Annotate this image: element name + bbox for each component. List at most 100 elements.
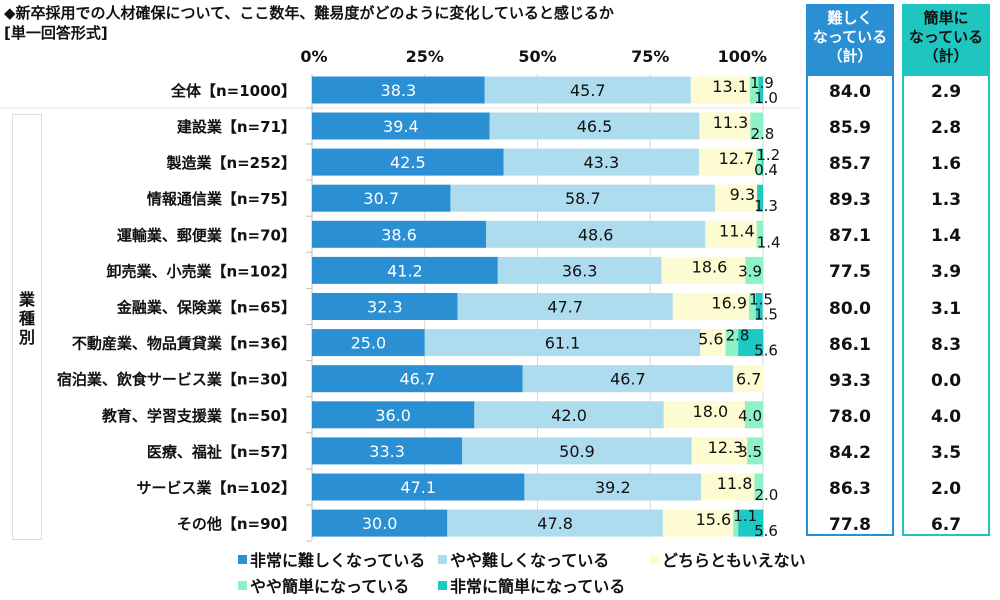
summary-header-hard: 難しく なっている （計）	[808, 6, 892, 76]
data-label-s1: 42.5	[390, 153, 426, 172]
stacked-bar-chart: 0% 25% 50% 75% 100% 全体【n=1000】 38.3 45.7 13.1 1.9…	[0, 47, 800, 542]
data-label-s3: 12.3	[708, 438, 744, 457]
category-label: 製造業【n=252】	[165, 154, 296, 172]
data-label-s3: 11.4	[719, 221, 755, 240]
summary-easy-value: 2.9	[930, 82, 962, 102]
bar-segment-1	[312, 256, 498, 284]
legend-item-very-easy: 非常に簡単になっている	[438, 573, 625, 597]
bar-segment-3	[691, 437, 748, 465]
summary-hard-value: 89.3	[829, 190, 871, 211]
bar-segment-1	[312, 220, 487, 248]
summary-easy-value: 8.3	[930, 334, 962, 355]
bar-segment-2	[474, 401, 664, 429]
bar-segment-3	[705, 220, 757, 248]
data-label-s3: 18.0	[693, 402, 729, 421]
bar-segment-4	[750, 112, 763, 140]
legend-label-somewhat-hard: やや難しくなっている	[450, 551, 610, 570]
category-label: 建設業【n=71】	[177, 118, 296, 136]
bar-segment-2	[524, 473, 702, 501]
summary-easy-value: 4.0	[930, 406, 962, 427]
tick-label-75: 75%	[631, 47, 669, 66]
data-label-s1: 33.3	[369, 442, 405, 461]
data-label-s3: 12.7	[719, 149, 755, 168]
data-label-s4: 1.9	[750, 74, 774, 92]
data-label-s1: 36.0	[375, 406, 411, 425]
summary-header-hard-line2: なっている	[812, 28, 888, 46]
bar-segment-1	[312, 365, 523, 393]
data-label-s4: 1.2	[756, 146, 780, 164]
bar-segment-3	[733, 365, 764, 393]
category-label: 医療、福祉【n=57】	[147, 443, 296, 461]
bar-segment-1	[312, 509, 448, 537]
data-label-s1: 30.0	[362, 514, 398, 533]
bar-segment-5	[761, 148, 764, 176]
bar-segment-3	[699, 112, 751, 140]
category-label: 金融業、保険業【n=65】	[116, 299, 296, 317]
data-label-s3: 11.3	[713, 113, 749, 132]
legend-item-very-hard: 非常に難しくなっている	[238, 547, 425, 571]
summary-header-easy-line3: （計）	[923, 47, 969, 65]
bar-segment-4	[744, 401, 763, 429]
data-label-s3: 18.6	[692, 257, 728, 276]
data-label-s4: 3.9	[738, 262, 762, 280]
category-label: サービス業【n=102】	[136, 479, 296, 497]
bar-segment-2	[497, 256, 662, 284]
bar-segment-4	[733, 509, 739, 537]
summary-easy-value: 2.0	[930, 479, 962, 499]
category-label: 教育、学習支援業【n=50】	[101, 407, 296, 425]
bar-segment-1	[312, 329, 425, 357]
bar-segment-5	[738, 329, 764, 357]
summary-easy-value: 2.8	[930, 118, 962, 138]
bar-segment-4	[749, 293, 756, 320]
bar-segment-3	[663, 401, 745, 429]
legend-label-very-easy: 非常に簡単になっている	[450, 577, 626, 596]
summary-header-easy: 簡単に なっている （計）	[904, 6, 988, 76]
data-label-s2: 61.1	[545, 334, 581, 353]
data-label-s4: 4.0	[738, 407, 762, 425]
bar-segment-4	[749, 76, 759, 104]
data-label-s1: 38.6	[381, 225, 417, 244]
data-label-s1: 39.4	[383, 117, 419, 136]
data-label-s2: 46.5	[577, 117, 613, 136]
bar-segment-5	[757, 184, 763, 212]
data-label-s2: 42.0	[551, 406, 587, 425]
bar-segment-3	[690, 76, 750, 104]
legend-swatch-very-easy	[438, 580, 447, 590]
legend-item-somewhat-hard: やや難しくなっている	[438, 547, 609, 571]
bar-segment-4	[725, 329, 739, 357]
bar-segment-3	[715, 184, 758, 212]
data-label-s1: 25.0	[351, 334, 387, 353]
summary-header-easy-line2: なっている	[908, 28, 984, 46]
group-label: 業種別	[12, 290, 42, 347]
data-label-s5: 0.4	[754, 161, 778, 179]
chart-subtitle: [単一回答形式]	[4, 24, 108, 42]
data-label-s1: 41.2	[387, 261, 423, 280]
summary-hard-value: 85.7	[829, 154, 871, 175]
bar-segment-5	[738, 509, 764, 537]
bar-segment-4	[747, 437, 763, 465]
tick-label-100: 100%	[718, 47, 767, 66]
data-label-s1: 38.3	[381, 81, 417, 100]
category-label: その他【n=90】	[177, 515, 296, 533]
bar-segment-2	[450, 184, 716, 212]
data-label-s3: 15.6	[696, 510, 732, 529]
bar-segment-3	[701, 473, 755, 501]
bar-segment-3	[672, 293, 750, 320]
data-label-s1: 46.7	[399, 370, 435, 389]
bar-segment-2	[457, 293, 673, 320]
category-label: 全体【n=1000】	[170, 82, 296, 100]
legend-item-neither: どちらともいえない	[650, 547, 806, 571]
data-label-s4: 2.0	[755, 486, 779, 504]
category-label: 不動産業、物品賃貸業【n=36】	[72, 335, 296, 353]
bar-segment-1	[312, 76, 485, 104]
bar-segment-2	[486, 220, 706, 248]
data-label-s3: 16.9	[711, 294, 747, 313]
legend-swatch-somewhat-easy	[238, 580, 247, 590]
data-label-s2: 39.2	[595, 478, 631, 497]
data-label-s2: 43.3	[584, 153, 620, 172]
data-label-s1: 30.7	[363, 189, 399, 208]
data-label-s2: 58.7	[565, 189, 601, 208]
bar-segment-4	[756, 148, 762, 176]
category-label: 卸売業、小売業【n=102】	[106, 262, 296, 280]
bar-segment-3	[698, 148, 757, 176]
